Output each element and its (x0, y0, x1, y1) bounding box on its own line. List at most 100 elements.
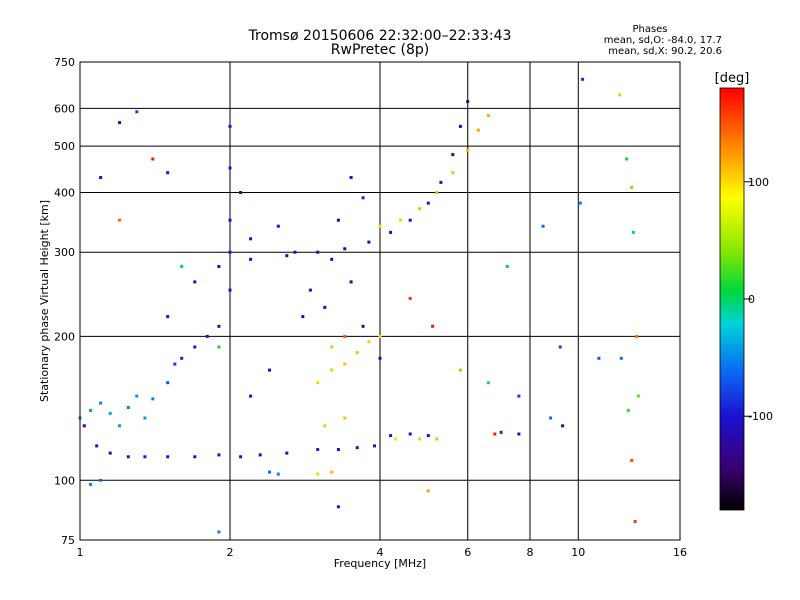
data-point (361, 196, 365, 200)
data-point (126, 455, 130, 459)
data-point (285, 451, 289, 455)
colorbar-tick-label: 100 (748, 176, 769, 189)
data-point (166, 381, 170, 385)
data-point (99, 401, 103, 405)
data-point (118, 424, 121, 428)
data-point (418, 437, 421, 441)
data-point (95, 444, 99, 448)
data-point (499, 430, 503, 434)
data-point (193, 345, 197, 349)
data-point (99, 176, 103, 179)
data-point (581, 77, 585, 81)
y-tick-label: 300 (54, 246, 75, 259)
data-point (466, 148, 470, 152)
y-tick-label: 600 (54, 102, 75, 115)
data-point (151, 397, 155, 401)
data-point (135, 394, 139, 398)
data-point (217, 530, 221, 534)
chart-title: Tromsø 20150606 22:32:00–22:33:43 (248, 28, 512, 44)
phase-mean-x: mean, sd,X: 90.2, 20.6 (608, 46, 722, 57)
x-tick-label: 16 (673, 546, 687, 559)
data-point (249, 394, 253, 398)
data-point (635, 334, 639, 338)
data-point (308, 288, 312, 292)
data-point (458, 368, 462, 372)
colorbar-tick-label: -100 (748, 410, 773, 423)
data-point (151, 157, 155, 161)
data-point (439, 180, 443, 184)
colorbar-ticks: 100 0 -100 (744, 176, 773, 423)
data-point (435, 191, 439, 194)
data-point (89, 408, 93, 412)
data-point (323, 424, 327, 428)
y-axis-ticks: 75 100 200 300 400 500 600 750 (54, 56, 75, 547)
data-point (276, 224, 280, 228)
data-point (343, 362, 347, 366)
y-tick-label: 200 (54, 330, 75, 343)
data-point (367, 240, 371, 244)
data-point (435, 437, 439, 441)
data-point (630, 459, 634, 462)
data-point (89, 483, 93, 486)
data-point (378, 356, 382, 360)
data-point (408, 432, 412, 436)
data-point (578, 201, 582, 205)
plot-frame (79, 61, 681, 541)
data-point (426, 434, 430, 438)
data-point (466, 100, 470, 103)
data-point (517, 394, 521, 398)
data-point (549, 416, 553, 420)
data-point (173, 362, 177, 366)
data-point (431, 324, 435, 328)
x-axis-ticks: 1 2 4 6 8 10 16 (77, 546, 688, 559)
data-point (636, 394, 640, 398)
data-point (426, 201, 430, 205)
data-point (108, 411, 112, 415)
data-point (228, 218, 232, 222)
data-point (330, 470, 334, 474)
data-point (330, 368, 334, 372)
data-point (118, 121, 121, 125)
data-point (323, 305, 327, 309)
colorbar-tick-label: 0 (748, 293, 755, 306)
data-point (228, 124, 232, 128)
data-point (355, 351, 359, 355)
data-point (301, 315, 305, 319)
data-point (118, 218, 121, 222)
data-point (285, 254, 289, 258)
data-point (239, 455, 243, 459)
data-point (486, 113, 490, 117)
data-point (451, 153, 455, 157)
data-point (217, 453, 221, 457)
data-point (143, 455, 147, 459)
data-point (626, 408, 630, 412)
data-point (135, 110, 139, 114)
data-point (330, 345, 334, 349)
data-point (276, 472, 280, 476)
data-point (249, 257, 253, 261)
data-point (268, 470, 271, 474)
x-tick-label: 2 (227, 546, 234, 559)
y-tick-label: 500 (54, 140, 75, 153)
data-point (389, 434, 393, 438)
data-point (166, 315, 170, 319)
data-point (399, 218, 403, 222)
data-point (373, 444, 376, 448)
data-point (316, 250, 320, 254)
data-point (228, 250, 232, 254)
data-point (458, 124, 462, 128)
data-point (633, 520, 637, 523)
data-point (180, 356, 184, 360)
data-point (193, 455, 197, 459)
data-point (330, 257, 334, 261)
data-point (389, 230, 393, 234)
data-point (493, 432, 497, 436)
data-point (378, 224, 382, 228)
phase-heading: Phases (632, 24, 667, 35)
data-point (166, 171, 170, 175)
data-point (205, 334, 209, 338)
data-point (349, 176, 353, 179)
data-point (217, 324, 221, 328)
data-point (505, 265, 509, 268)
